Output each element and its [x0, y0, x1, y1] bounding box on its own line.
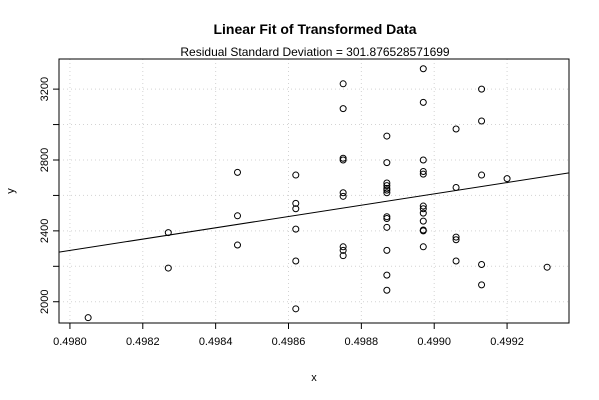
data-point — [292, 257, 300, 265]
data-point — [419, 65, 427, 73]
data-point — [383, 223, 391, 231]
data-point — [292, 199, 300, 207]
data-point — [452, 183, 460, 191]
data-point — [478, 117, 486, 125]
data-point — [339, 246, 347, 254]
y-tick-label: 3200 — [39, 77, 51, 101]
data-point — [383, 186, 391, 194]
data-point — [84, 314, 92, 322]
data-point — [383, 182, 391, 190]
data-point — [234, 212, 241, 220]
data-point — [164, 264, 172, 272]
data-point — [383, 159, 391, 167]
data-point — [452, 257, 460, 265]
data-point — [339, 156, 347, 164]
y-tick-label: 2400 — [39, 219, 51, 243]
x-tick-label: 0.4982 — [126, 336, 160, 348]
data-point — [452, 233, 460, 241]
data-point — [419, 217, 427, 225]
data-point — [419, 243, 427, 251]
fit-line — [58, 172, 570, 253]
data-point — [478, 281, 486, 289]
data-point — [419, 98, 427, 106]
x-axis-label: x — [311, 372, 317, 384]
x-tick-label: 0.4986 — [272, 336, 306, 348]
data-point — [503, 175, 511, 183]
data-point — [383, 286, 391, 294]
data-point — [383, 132, 391, 140]
data-point — [419, 156, 427, 164]
y-tick-label: 2000 — [39, 289, 51, 313]
data-point — [234, 241, 241, 249]
data-point — [478, 171, 486, 179]
chart-subtitle: Residual Standard Deviation = 301.876528… — [180, 45, 450, 59]
x-tick-label: 0.4988 — [345, 336, 379, 348]
data-point — [419, 202, 427, 210]
data-point — [292, 225, 300, 233]
x-tick-label: 0.4980 — [53, 336, 87, 348]
data-point — [419, 209, 427, 217]
data-point — [164, 229, 172, 237]
y-axis-label: y — [5, 188, 17, 194]
data-point — [383, 246, 391, 254]
data-point — [339, 252, 347, 260]
data-point — [383, 189, 391, 197]
data-point — [383, 179, 391, 187]
data-point — [452, 125, 460, 133]
data-point — [339, 192, 347, 200]
y-axis: 2000 2400 2800 3200 — [39, 77, 59, 314]
x-tick-label: 0.4984 — [199, 336, 233, 348]
data-point — [478, 85, 486, 93]
data-point — [383, 214, 391, 222]
x-axis: 0.4980 0.4982 0.4984 0.4986 0.4988 0.4990 0.49… — [53, 323, 524, 348]
data-point — [419, 168, 427, 176]
data-point — [478, 261, 486, 269]
data-point — [543, 263, 551, 271]
plot-frame — [58, 58, 570, 324]
data-point — [292, 171, 300, 179]
data-point — [452, 236, 460, 244]
data-point — [339, 105, 347, 113]
data-point — [339, 243, 347, 251]
data-point — [292, 305, 300, 313]
fit-line-group — [58, 172, 570, 253]
data-point — [383, 271, 391, 279]
data-point — [339, 80, 347, 88]
data-point — [419, 170, 427, 178]
y-tick-label: 2800 — [39, 148, 51, 172]
data-point — [339, 189, 347, 197]
data-points — [84, 65, 551, 322]
x-tick-label: 0.4990 — [417, 336, 451, 348]
data-point — [419, 205, 427, 213]
data-point — [292, 205, 300, 213]
data-point — [234, 168, 241, 176]
x-tick-label: 0.4992 — [490, 336, 524, 348]
data-point — [419, 227, 427, 235]
chart-title: Linear Fit of Transformed Data — [213, 21, 416, 37]
